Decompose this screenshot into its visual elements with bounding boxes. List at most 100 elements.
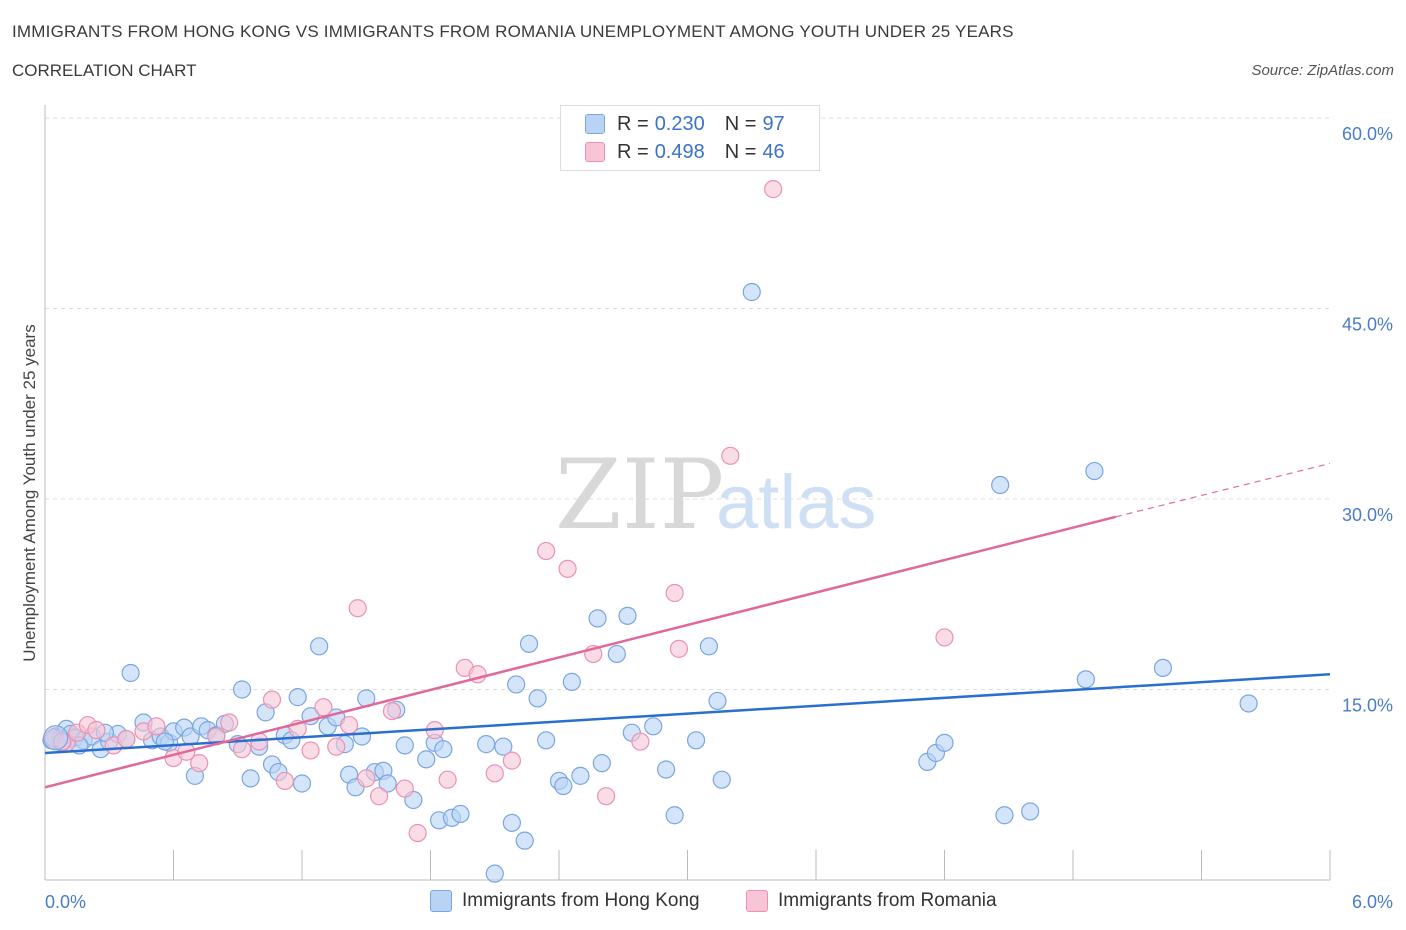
data-point-hong-kong: [232, 680, 252, 699]
data-point-romania: [502, 751, 521, 770]
data-point-hong-kong: [378, 774, 397, 793]
legend-r-value: 0.498: [654, 140, 705, 163]
data-point-hong-kong: [43, 725, 69, 751]
data-point-romania: [597, 787, 616, 806]
data-point-romania: [537, 541, 556, 561]
data-point-hong-kong: [644, 717, 663, 736]
y-tick-label: 30.0%: [1342, 505, 1393, 525]
data-point-romania: [220, 713, 239, 732]
trend-line-romania: [44, 515, 1117, 789]
data-point-hong-kong: [571, 766, 590, 785]
data-point-hong-kong: [434, 740, 453, 759]
x-tick-label: 6.0%: [1352, 892, 1393, 912]
legend-n-value: 46: [762, 140, 785, 163]
data-point-romania: [669, 639, 689, 658]
data-point-romania: [87, 721, 106, 740]
data-point-hong-kong: [592, 754, 611, 773]
data-point-romania: [408, 823, 427, 843]
data-point-hong-kong: [451, 804, 470, 824]
grid-lines: [45, 117, 1330, 690]
data-point-hong-kong: [485, 864, 504, 883]
data-point-hong-kong: [699, 637, 719, 656]
tick-labels: 15.0% 30.0% 45.0% 60.0% 0.0% 6.0%: [45, 124, 1393, 912]
legend-row-romania: R = 0.498 N = 46: [585, 140, 785, 164]
data-point-hong-kong: [656, 760, 676, 779]
data-point-romania: [485, 764, 504, 783]
legend-n-label: N =: [724, 140, 757, 163]
data-point-hong-kong: [477, 735, 496, 754]
data-point-hong-kong: [537, 731, 556, 750]
data-point-hong-kong: [502, 813, 521, 832]
data-point-romania: [314, 698, 333, 717]
trend-line-hong-kong: [44, 673, 1331, 755]
data-point-romania: [438, 770, 457, 789]
data-point-hong-kong: [618, 606, 637, 625]
data-point-hong-kong: [995, 806, 1014, 825]
data-point-hong-kong: [155, 732, 175, 751]
data-point-romania: [327, 737, 346, 756]
data-point-hong-kong: [588, 609, 607, 628]
data-point-hong-kong: [1076, 670, 1095, 689]
legend-r-label: R =: [617, 140, 649, 163]
source-label: Source: ZipAtlas.com: [1251, 62, 1394, 79]
correlation-legend: R = 0.230 N = 97 R = 0.498 N = 46: [560, 105, 820, 171]
romania-swatch: [585, 142, 605, 162]
data-point-hong-kong: [417, 750, 436, 769]
data-point-hong-kong: [241, 769, 260, 788]
data-point-hong-kong: [708, 691, 727, 711]
data-point-romania: [232, 740, 252, 759]
trend-lines: [44, 462, 1331, 789]
data-point-romania: [665, 583, 684, 603]
trend-line-extension-romania: [1115, 462, 1331, 518]
data-point-hong-kong: [1239, 694, 1258, 713]
axes: [44, 105, 1331, 881]
data-point-hong-kong: [1085, 461, 1104, 481]
data-point-romania: [147, 717, 166, 736]
data-point-romania: [382, 701, 402, 721]
chart-subtitle: CORRELATION CHART: [12, 61, 197, 80]
legend-item-romania: Immigrants from Romania: [746, 890, 997, 912]
y-axis-label: Unemployment Among Youth under 25 years: [20, 324, 39, 661]
data-point-romania: [558, 559, 577, 578]
data-point-hong-kong: [1021, 802, 1040, 821]
data-point-hong-kong: [554, 776, 573, 796]
watermark-atlas: atlas: [716, 460, 877, 545]
data-point-hong-kong: [507, 675, 526, 694]
data-point-romania: [340, 715, 359, 735]
data-point-romania: [117, 729, 136, 749]
y-tick-label: 15.0%: [1342, 696, 1393, 716]
legend-label-hong-kong: Immigrants from Hong Kong: [462, 890, 700, 911]
data-point-hong-kong: [395, 736, 414, 755]
data-point-hong-kong: [935, 733, 954, 752]
data-point-romania: [764, 180, 783, 199]
data-point-romania: [357, 769, 376, 788]
data-point-hong-kong: [310, 637, 329, 656]
data-point-hong-kong: [519, 634, 539, 653]
data-point-hong-kong: [991, 475, 1010, 495]
data-point-romania: [370, 787, 389, 806]
data-point-hong-kong: [742, 282, 761, 302]
series-legend: Immigrants from Hong Kong Immigrants fro…: [0, 890, 1406, 916]
data-point-hong-kong: [686, 731, 706, 750]
data-point-romania: [631, 732, 650, 751]
data-point-hong-kong: [607, 644, 626, 664]
hong-kong-swatch: [430, 890, 452, 912]
legend-r-label: R =: [617, 112, 649, 135]
data-point-romania: [348, 599, 367, 618]
legend-r-value: 0.230: [654, 112, 705, 135]
legend-n-value: 97: [762, 112, 785, 135]
x-tick-label: 0.0%: [45, 892, 86, 912]
data-point-hong-kong: [292, 774, 312, 793]
data-point-hong-kong: [528, 689, 547, 708]
legend-item-hong-kong: Immigrants from Hong Kong: [430, 890, 700, 912]
data-point-romania: [275, 771, 294, 791]
romania-swatch: [746, 890, 768, 912]
data-point-hong-kong: [562, 672, 581, 691]
y-tick-label: 60.0%: [1342, 124, 1393, 144]
data-point-romania: [935, 628, 954, 647]
legend-row-hong-kong: R = 0.230 N = 97: [585, 112, 785, 136]
data-point-hong-kong: [515, 831, 534, 850]
data-point-hong-kong: [712, 770, 731, 789]
data-point-hong-kong: [1153, 658, 1173, 678]
watermark: ZIP atlas: [555, 439, 877, 551]
